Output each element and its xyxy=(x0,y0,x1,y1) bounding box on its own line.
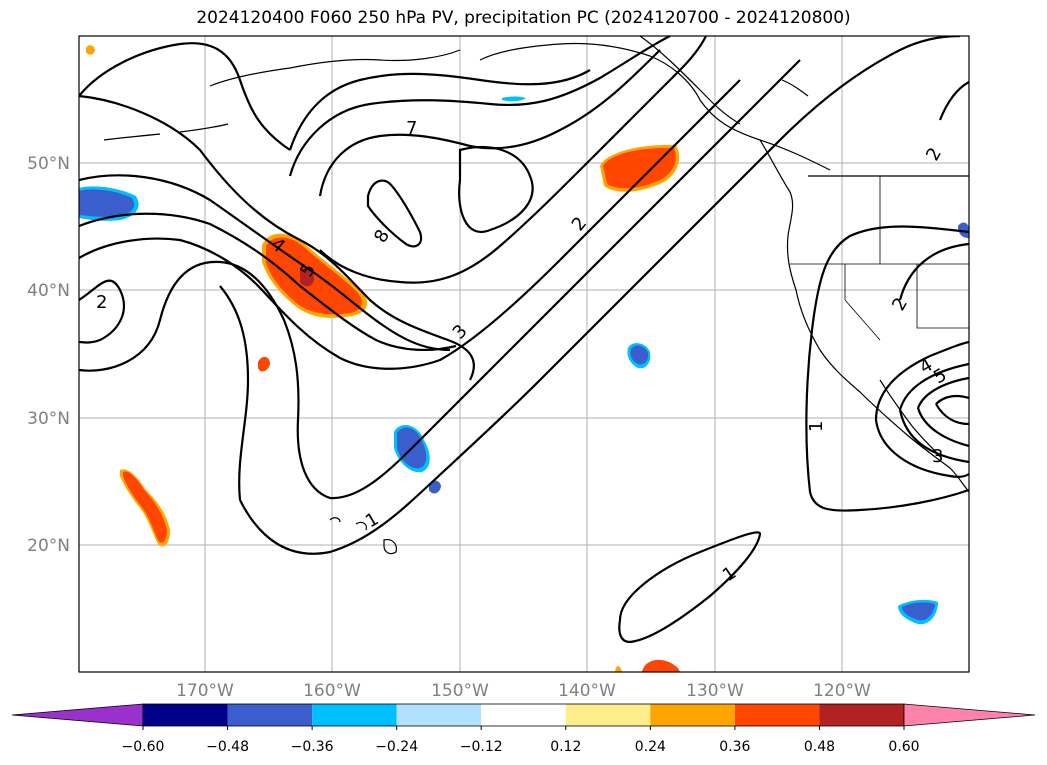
colorbar-extend-high xyxy=(903,703,1036,727)
colorbar-segment xyxy=(396,704,482,726)
contour-label: 8 xyxy=(370,226,394,246)
colorbar-segment xyxy=(819,704,904,726)
colorbar-segment xyxy=(650,704,735,726)
colorbar-tick-label: −0.36 xyxy=(291,739,334,755)
colorbar-tick-label: 0.24 xyxy=(635,739,666,755)
colorbar-tick-label: 0.36 xyxy=(719,739,750,755)
lat-label: 30°N xyxy=(27,409,70,429)
contour-labels: 1 1 1 2 2 2 2 3 3 4 4 5 5 7 8 xyxy=(96,118,950,586)
graticule xyxy=(79,36,969,672)
positive-anomaly-region xyxy=(642,659,680,672)
negative-anomaly-region xyxy=(502,96,526,102)
negative-anomaly-region xyxy=(630,345,649,365)
lon-label: 130°W xyxy=(686,681,744,701)
contour-label: 1 xyxy=(719,562,740,586)
colorbar-segment xyxy=(143,704,228,726)
colorbar-extend-low xyxy=(11,703,144,727)
contour-label: 1 xyxy=(806,421,827,432)
map-title: 2024120400 F060 250 hPa PV, precipitatio… xyxy=(196,8,851,28)
lat-label: 40°N xyxy=(27,281,70,301)
latitude-labels: 50°N 40°N 30°N 20°N xyxy=(27,154,70,556)
positive-anomaly-region xyxy=(603,147,676,189)
contour-label: 3 xyxy=(449,321,472,344)
precip-anomaly-shading xyxy=(79,45,969,672)
colorbar-segment xyxy=(734,704,820,726)
positive-anomaly-region xyxy=(123,471,167,543)
colorbar-tick-label: −0.12 xyxy=(460,739,503,755)
negative-anomaly-region xyxy=(902,602,935,621)
colorbar-segment xyxy=(565,704,651,726)
positive-anomaly-region xyxy=(615,666,622,672)
contour-label: 2 xyxy=(96,292,107,313)
longitude-labels: 170°W 160°W 150°W 140°W 130°W 120°W xyxy=(176,681,871,701)
colorbar-tick-label: 0.60 xyxy=(888,739,919,755)
colorbar-segment xyxy=(227,704,313,726)
lat-label: 50°N xyxy=(27,154,70,174)
positive-anomaly-region xyxy=(86,45,95,55)
colorbar-tick-label: −0.60 xyxy=(122,739,165,755)
negative-anomaly-region xyxy=(429,480,441,494)
coastlines xyxy=(103,36,969,555)
colorbar-segment xyxy=(312,704,397,726)
lon-label: 160°W xyxy=(303,681,361,701)
lon-label: 170°W xyxy=(176,681,234,701)
lon-label: 120°W xyxy=(813,681,871,701)
colorbar-tick-label: −0.48 xyxy=(206,739,249,755)
colorbar-tick-label: 0.12 xyxy=(550,739,581,755)
contour-label: 7 xyxy=(406,118,417,139)
lon-label: 140°W xyxy=(558,681,616,701)
colorbar-segment xyxy=(481,704,566,726)
lon-label: 150°W xyxy=(431,681,489,701)
pv-contours xyxy=(79,36,969,644)
map-frame xyxy=(78,35,970,673)
negative-anomaly-region xyxy=(79,189,135,217)
colorbar: −0.60 −0.48 −0.36 −0.24 −0.12 0.12 0.24 0.36 0.4… xyxy=(11,703,1036,755)
colorbar-tick-label: −0.24 xyxy=(375,739,418,755)
positive-anomaly-region xyxy=(258,356,270,372)
colorbar-tick-label: 0.48 xyxy=(804,739,835,755)
strong-positive-core xyxy=(300,267,314,287)
contour-label: 1 xyxy=(362,508,382,532)
contour-label: 3 xyxy=(932,446,943,467)
lat-label: 20°N xyxy=(27,536,70,556)
contour-label: 2 xyxy=(922,144,946,164)
